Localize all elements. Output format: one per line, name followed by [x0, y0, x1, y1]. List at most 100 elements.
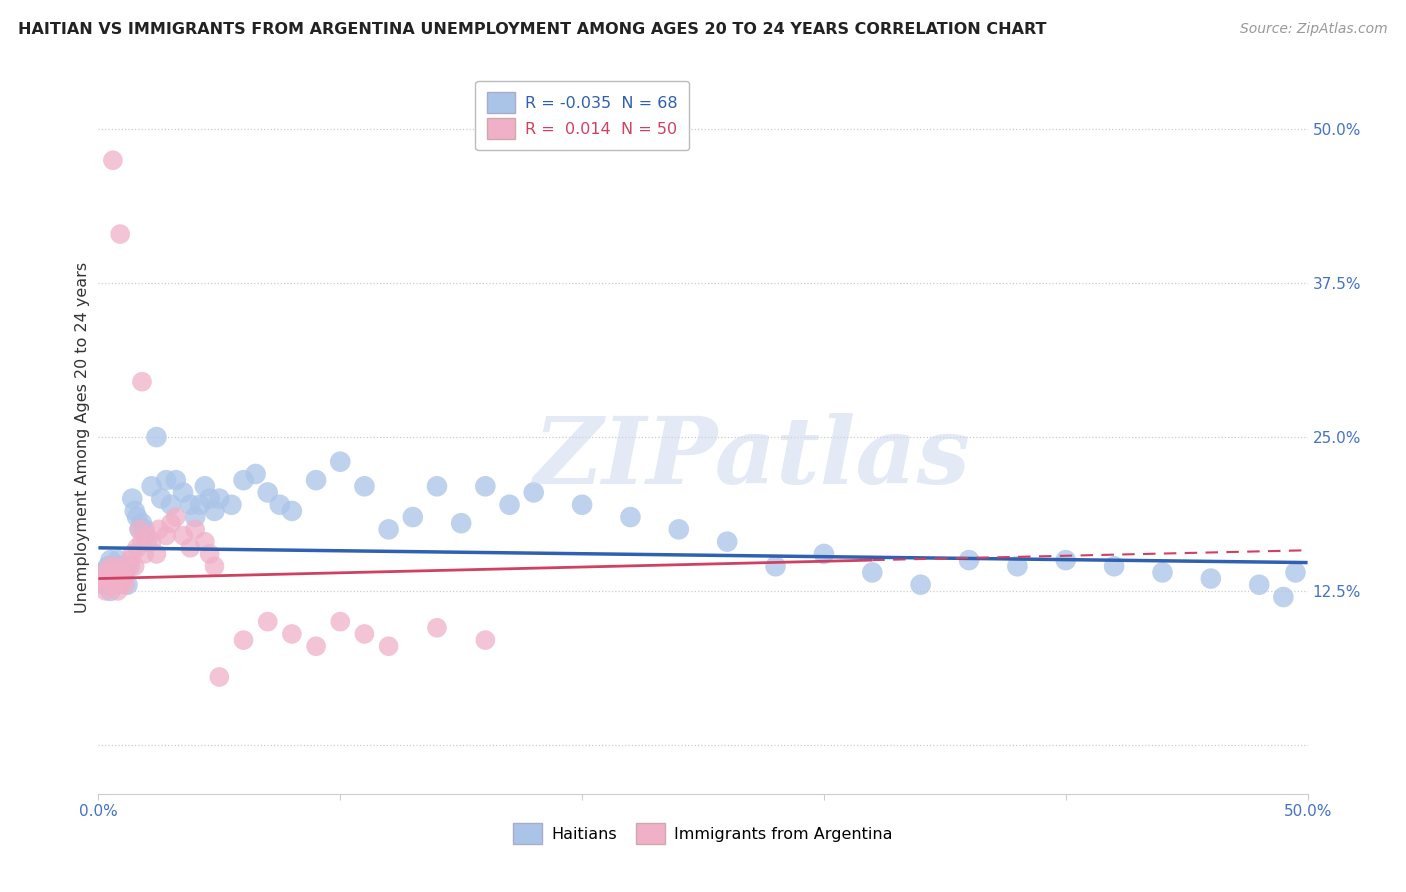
Point [160, 498, 183, 512]
Point [94, 583, 117, 598]
Point [100, 583, 122, 598]
Point [184, 522, 207, 536]
Point [91, 578, 114, 592]
Legend: Haitians, Immigrants from Argentina: Haitians, Immigrants from Argentina [506, 817, 900, 850]
Point [160, 516, 183, 531]
Point [111, 572, 134, 586]
Point [101, 572, 124, 586]
Point [165, 510, 187, 524]
Point [281, 627, 304, 641]
Point [90, 572, 112, 586]
Point [204, 559, 226, 574]
Point [155, 528, 177, 542]
Point [619, 510, 641, 524]
Point [305, 639, 328, 653]
Point [118, 553, 141, 567]
Point [232, 633, 254, 648]
Point [108, 578, 131, 592]
Point [474, 633, 496, 648]
Point [101, 153, 124, 168]
Point [329, 615, 352, 629]
Text: Source: ZipAtlas.com: Source: ZipAtlas.com [1240, 22, 1388, 37]
Point [111, 572, 134, 586]
Point [1102, 559, 1125, 574]
Point [281, 504, 304, 518]
Point [1284, 566, 1306, 580]
Point [97, 578, 120, 592]
Point [117, 559, 139, 574]
Point [450, 516, 472, 531]
Point [716, 534, 738, 549]
Point [208, 670, 231, 684]
Point [107, 572, 129, 586]
Point [245, 467, 267, 481]
Point [128, 522, 150, 536]
Point [1249, 578, 1271, 592]
Point [860, 566, 883, 580]
Point [474, 479, 496, 493]
Point [107, 583, 129, 598]
Point [145, 430, 167, 444]
Point [100, 559, 122, 574]
Point [114, 578, 136, 592]
Point [269, 498, 291, 512]
Point [131, 516, 153, 531]
Point [127, 510, 149, 524]
Point [256, 615, 278, 629]
Point [426, 621, 449, 635]
Point [121, 547, 143, 561]
Point [104, 559, 127, 574]
Point [97, 566, 120, 580]
Point [813, 547, 835, 561]
Point [155, 473, 177, 487]
Point [329, 455, 352, 469]
Point [1199, 572, 1222, 586]
Point [97, 559, 120, 574]
Point [145, 547, 167, 561]
Point [100, 572, 122, 586]
Point [305, 473, 328, 487]
Point [523, 485, 546, 500]
Point [208, 491, 231, 506]
Point [184, 510, 207, 524]
Point [135, 534, 157, 549]
Point [402, 510, 425, 524]
Point [127, 541, 149, 555]
Point [194, 534, 217, 549]
Point [141, 479, 163, 493]
Point [108, 227, 131, 241]
Point [571, 498, 593, 512]
Point [131, 375, 153, 389]
Point [124, 504, 146, 518]
Point [124, 559, 146, 574]
Point [165, 473, 187, 487]
Point [1054, 553, 1077, 567]
Point [121, 491, 143, 506]
Point [91, 566, 114, 580]
Point [910, 578, 932, 592]
Point [765, 559, 787, 574]
Point [135, 528, 157, 542]
Point [107, 553, 129, 567]
Point [1152, 566, 1174, 580]
Point [194, 479, 217, 493]
Point [353, 627, 375, 641]
Point [104, 578, 127, 592]
Point [668, 522, 690, 536]
Point [94, 572, 117, 586]
Point [101, 566, 124, 580]
Point [94, 578, 117, 592]
Point [117, 578, 139, 592]
Point [150, 491, 173, 506]
Point [221, 498, 243, 512]
Point [179, 498, 201, 512]
Point [100, 553, 122, 567]
Point [90, 566, 112, 580]
Point [104, 572, 127, 586]
Point [128, 522, 150, 536]
Point [498, 498, 520, 512]
Point [1272, 590, 1295, 604]
Point [101, 566, 124, 580]
Point [179, 541, 201, 555]
Point [141, 534, 163, 549]
